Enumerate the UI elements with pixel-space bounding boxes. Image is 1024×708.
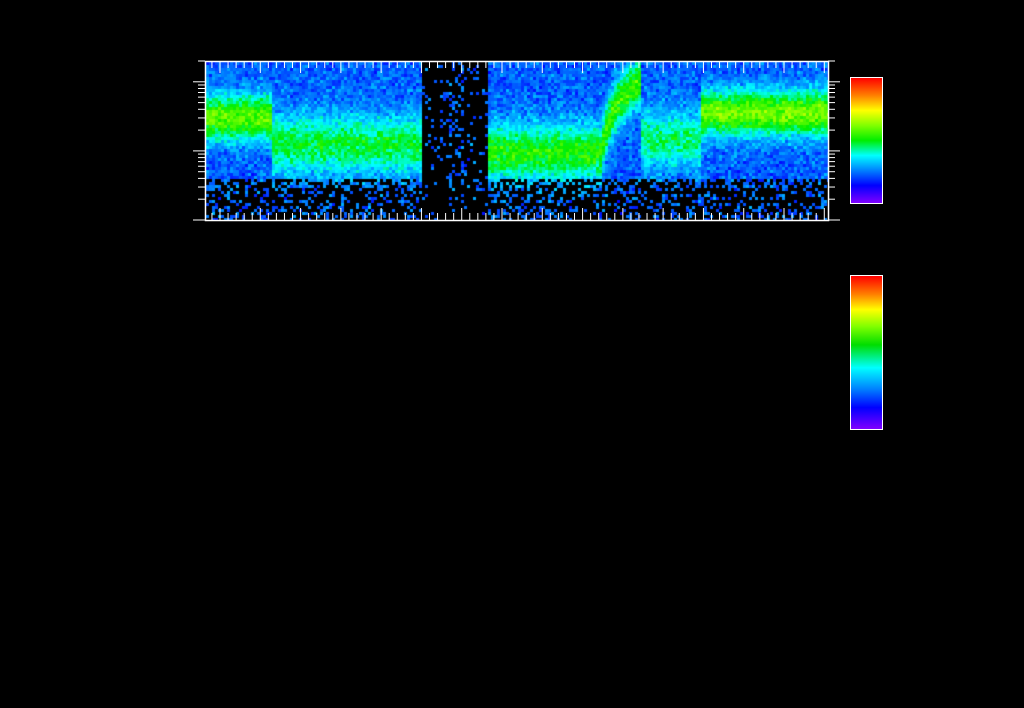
- pitch-angle-grid: [210, 255, 830, 449]
- energy-spectrogram-panel: [0, 0, 1024, 250]
- energy-spectrogram-canvas: [206, 62, 828, 220]
- time-axis-ticks: [0, 229, 1024, 245]
- def-colorbar: [850, 77, 883, 204]
- data-quality-panel: [0, 470, 1024, 708]
- energy-spectrogram-frame: [193, 60, 840, 222]
- deg-colorbar: [850, 275, 883, 430]
- pitch-angle-panel: [0, 250, 1024, 470]
- time-axis-ticks: [0, 685, 1024, 701]
- data-quality-plot: [0, 470, 1024, 708]
